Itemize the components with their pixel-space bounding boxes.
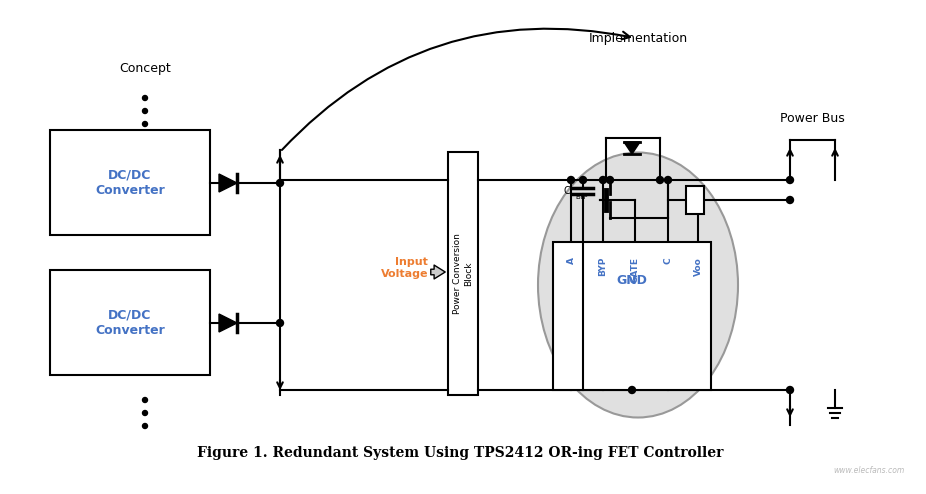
Text: C: C xyxy=(563,186,570,196)
Text: Power Conversion
Block: Power Conversion Block xyxy=(454,233,472,314)
Circle shape xyxy=(277,320,283,327)
Circle shape xyxy=(143,423,147,428)
Circle shape xyxy=(657,176,664,183)
Text: BYP: BYP xyxy=(598,257,607,276)
Bar xyxy=(553,242,711,390)
Circle shape xyxy=(277,179,283,187)
Text: DC/DC
Converter: DC/DC Converter xyxy=(95,168,165,197)
Circle shape xyxy=(607,176,614,183)
Circle shape xyxy=(629,386,635,394)
Circle shape xyxy=(568,176,574,183)
Text: DC/DC
Converter: DC/DC Converter xyxy=(95,308,165,336)
Circle shape xyxy=(143,411,147,415)
Circle shape xyxy=(143,95,147,100)
Bar xyxy=(686,186,704,214)
Text: A: A xyxy=(567,257,575,264)
Text: Concept: Concept xyxy=(119,62,171,75)
Text: Implementation: Implementation xyxy=(588,32,688,45)
Circle shape xyxy=(786,176,794,183)
Bar xyxy=(448,152,478,395)
Text: GATE: GATE xyxy=(631,257,640,283)
Text: Figure 1. Redundant System Using TPS2412 OR-ing FET Controller: Figure 1. Redundant System Using TPS2412… xyxy=(197,446,723,460)
Text: Input
Voltage: Input Voltage xyxy=(381,257,428,279)
Circle shape xyxy=(143,122,147,126)
Circle shape xyxy=(665,176,671,183)
FancyArrowPatch shape xyxy=(282,29,630,150)
Text: C: C xyxy=(664,257,672,264)
Circle shape xyxy=(786,386,794,394)
Text: www.elecfans.com: www.elecfans.com xyxy=(833,466,905,475)
Text: BYP: BYP xyxy=(575,194,588,200)
Circle shape xyxy=(143,398,147,403)
Circle shape xyxy=(599,176,607,183)
Text: Power Bus: Power Bus xyxy=(780,112,845,125)
Circle shape xyxy=(580,176,586,183)
Bar xyxy=(50,270,210,375)
Text: GND: GND xyxy=(617,274,647,287)
Text: Voo: Voo xyxy=(694,257,703,276)
Circle shape xyxy=(786,197,794,204)
Ellipse shape xyxy=(538,153,738,417)
Bar xyxy=(50,130,210,235)
Polygon shape xyxy=(219,174,237,192)
Polygon shape xyxy=(219,314,237,332)
Polygon shape xyxy=(624,142,640,154)
Circle shape xyxy=(143,109,147,114)
